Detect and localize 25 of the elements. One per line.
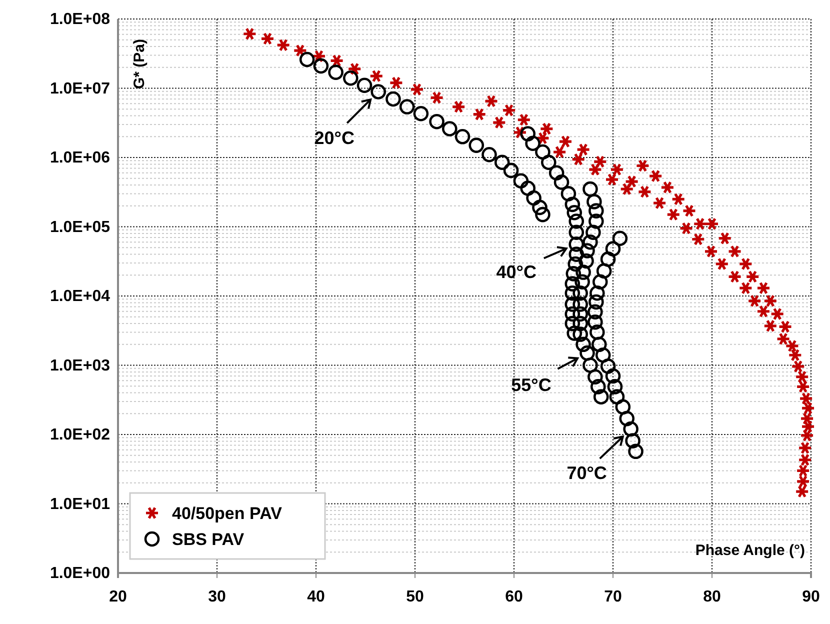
legend-label: 40/50pen PAV: [172, 504, 283, 523]
x-tick-label: 80: [703, 588, 721, 606]
x-tick-label: 70: [604, 588, 622, 606]
y-tick-label: 1.0E+06: [50, 150, 110, 167]
x-tick-label: 50: [406, 588, 424, 606]
y-axis-title: G* (Pa): [131, 38, 148, 90]
y-tick-label: 1.0E+01: [50, 496, 110, 513]
annotation: 20°C: [314, 128, 354, 148]
x-tick-label: 40: [307, 588, 325, 606]
y-tick-label: 1.0E+05: [50, 218, 110, 236]
y-tick-label: 1.0E+03: [50, 357, 110, 374]
x-tick-label: 60: [505, 588, 523, 606]
annotation: 55°C: [511, 375, 552, 396]
y-tick-label: 1.0E+02: [50, 426, 110, 444]
y-tick-label: 1.0E+04: [50, 288, 110, 306]
y-tick-label: 1.0E+07: [50, 80, 110, 98]
y-tick-label: 1.0E+08: [50, 11, 110, 28]
y-tick-label: 1.0E+00: [50, 565, 110, 582]
annotation: 40°C: [496, 262, 536, 282]
x-tick-label: 90: [802, 588, 820, 606]
annotation: 70°C: [566, 463, 607, 484]
legend-label: SBS PAV: [172, 530, 245, 549]
x-tick-label: 30: [208, 588, 226, 606]
x-axis-title: Phase Angle (°): [695, 542, 805, 559]
x-tick-label: 20: [109, 588, 127, 606]
